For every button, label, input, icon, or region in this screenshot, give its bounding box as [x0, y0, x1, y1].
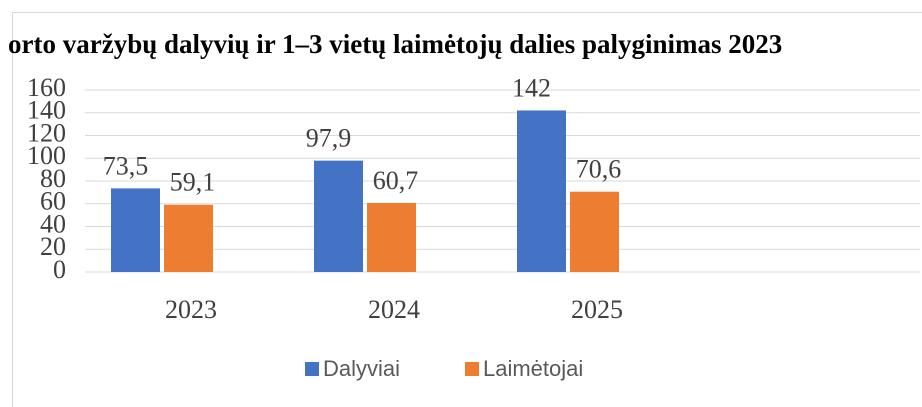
value-label: 60,7: [373, 166, 419, 195]
x-tick-label: 2024: [368, 295, 420, 324]
legend-swatch: [465, 362, 479, 376]
value-label: 59,1: [170, 168, 216, 197]
x-tick-label: 2023: [165, 295, 217, 324]
y-tick-label: 60: [40, 187, 66, 216]
chart-title: orto varžybų dalyvių ir 1–3 vietų laimėt…: [8, 29, 782, 59]
legend-label: Dalyviai: [323, 356, 400, 381]
y-tick-label: 40: [40, 209, 66, 238]
y-tick-label: 80: [40, 164, 66, 193]
y-tick-label: 100: [27, 141, 66, 170]
y-tick-label: 140: [27, 96, 66, 125]
bar: [517, 110, 566, 272]
bar: [367, 202, 416, 272]
bar: [164, 204, 213, 272]
x-tick-label: 2025: [571, 295, 623, 324]
bar: [570, 191, 619, 272]
y-tick-label: 160: [27, 73, 66, 102]
legend-label: Laimėtojai: [483, 356, 583, 381]
value-label: 142: [512, 73, 551, 102]
value-label: 70,6: [576, 155, 622, 184]
value-label: 73,5: [103, 151, 149, 180]
bar: [111, 188, 160, 272]
y-tick-label: 120: [27, 118, 66, 147]
y-tick-label: 0: [53, 255, 66, 284]
legend-swatch: [305, 362, 319, 376]
y-tick-label: 20: [40, 232, 66, 261]
value-label: 97,9: [306, 124, 352, 153]
bar: [314, 160, 363, 272]
